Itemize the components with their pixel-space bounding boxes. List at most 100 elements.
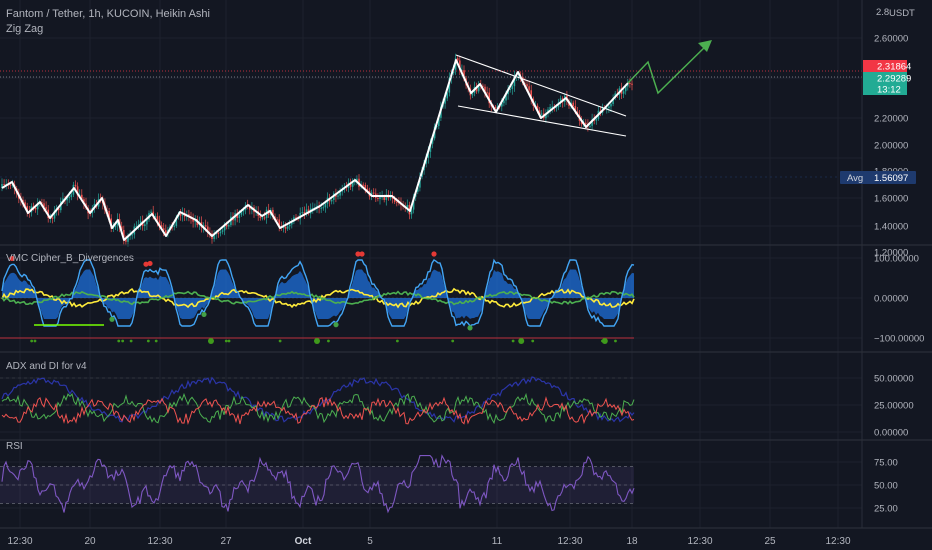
candle-body — [192, 218, 194, 222]
candle-body — [351, 182, 354, 187]
adx-axis-tick: 50.00000 — [874, 374, 914, 385]
rsi-axis-tick: 75.00 — [874, 458, 898, 469]
candle-body — [627, 83, 629, 87]
cipher-signal-dot — [207, 338, 214, 344]
rsi-pane-title[interactable]: RSI — [6, 441, 23, 452]
candle-body — [158, 220, 161, 226]
projection-arrow — [0, 40, 862, 95]
candle-body — [24, 202, 26, 207]
candle-body — [43, 203, 45, 208]
candle-body — [53, 210, 56, 219]
cipher-signal-dot — [224, 339, 228, 343]
top-partial-tick: 2.8 — [876, 7, 889, 18]
candle-body — [36, 202, 39, 210]
time-axis-label: 12:30 — [825, 536, 850, 547]
cipher-pane-title[interactable]: VMC Cipher_B_Divergences — [6, 253, 134, 264]
candle-body — [131, 234, 133, 236]
candle-body — [431, 138, 434, 144]
candle-body — [396, 201, 398, 203]
candle-body — [356, 178, 358, 181]
cipher-sell-dot — [355, 251, 361, 257]
time-axis-label: 11 — [492, 536, 503, 547]
cipher-axis-tick: 100.00000 — [874, 254, 919, 265]
candle-body — [517, 76, 520, 78]
candle-body — [70, 194, 73, 198]
price-badge-label: 2.31864 — [877, 62, 911, 73]
cipher-sell-dot — [431, 251, 437, 257]
cipher-signal-dot — [121, 339, 125, 343]
cipher-wave-line — [1, 258, 635, 327]
cipher-money-flow-alt — [1, 290, 635, 306]
candle-body — [545, 113, 547, 119]
candle-body — [288, 224, 291, 227]
candle-body — [249, 206, 251, 210]
avg-badge-tag: Avg — [847, 173, 863, 184]
currency-label[interactable]: USDT — [889, 8, 915, 19]
candle-body — [188, 214, 190, 217]
candle-body — [160, 225, 163, 229]
wedge-upper-line — [455, 54, 627, 117]
candle-body — [225, 224, 228, 227]
candle-body — [322, 207, 325, 209]
candle-body — [610, 103, 612, 107]
candle-body — [34, 208, 37, 210]
candle-body — [572, 102, 574, 107]
candle-body — [364, 184, 367, 189]
candle-body — [417, 187, 419, 192]
price-badge-1 — [863, 72, 907, 84]
cipher-sell-dot — [359, 251, 365, 257]
candle-body — [540, 113, 543, 115]
cipher-sell-dot — [9, 255, 15, 262]
candle-body — [475, 86, 478, 92]
price-axis-tick: 2.00000 — [874, 141, 908, 152]
symbol-title[interactable]: Fantom / Tether, 1h, KUCOIN, Heikin Ashi — [6, 8, 210, 20]
time-axis-label: 12:30 — [687, 536, 712, 547]
price-axis: 2.600002.400002.200002.000001.800001.600… — [874, 34, 924, 515]
candle-body — [372, 192, 375, 194]
cipher-buy-dot — [333, 322, 339, 328]
candle-body — [45, 207, 47, 210]
adx-pane-title[interactable]: ADX and DI for v4 — [6, 361, 87, 372]
di-plus-line — [1, 392, 635, 425]
wedge-lower-line — [457, 105, 627, 137]
candle-body — [477, 85, 480, 92]
cipher-wave-area — [2, 269, 634, 319]
price-badge-label: 2.29289 — [877, 74, 911, 85]
rsi-pane — [0, 454, 635, 514]
price-axis-tick: 2.60000 — [874, 34, 908, 45]
candle-body — [219, 231, 222, 234]
candle-body — [383, 196, 385, 200]
candle-body — [26, 206, 28, 211]
candle-body — [312, 207, 314, 209]
candle-body — [68, 197, 70, 199]
candle-body — [505, 94, 507, 101]
cipher-signal-dot — [531, 339, 535, 343]
candle-body — [179, 214, 182, 216]
zigzag-indicator-label[interactable]: Zig Zag — [6, 23, 43, 35]
candle-body — [459, 60, 461, 71]
cipher-money-flow — [1, 287, 635, 309]
time-axis-label: 5 — [367, 536, 373, 547]
candle-body — [240, 211, 243, 215]
cipher-signal-dot — [278, 339, 282, 343]
candle-body — [238, 214, 241, 218]
candle-body — [509, 89, 511, 91]
price-badge-label: 13:12 — [877, 85, 901, 96]
candle-body — [612, 98, 614, 104]
candle-body — [213, 233, 215, 239]
candle-body — [591, 119, 593, 126]
cipher-signal-dot — [30, 339, 34, 343]
candle-body — [555, 107, 558, 109]
avg-badge — [840, 171, 916, 184]
candle-body — [9, 184, 12, 186]
cipher-buy-dot — [467, 325, 473, 331]
candle-body — [320, 207, 322, 209]
cipher-signal-dot — [129, 339, 133, 343]
candle-body — [303, 212, 306, 214]
candle-body — [471, 92, 474, 96]
candle-body — [463, 70, 465, 79]
candle-body — [51, 217, 54, 219]
candle-body — [221, 230, 224, 232]
adx-pane — [0, 376, 635, 425]
